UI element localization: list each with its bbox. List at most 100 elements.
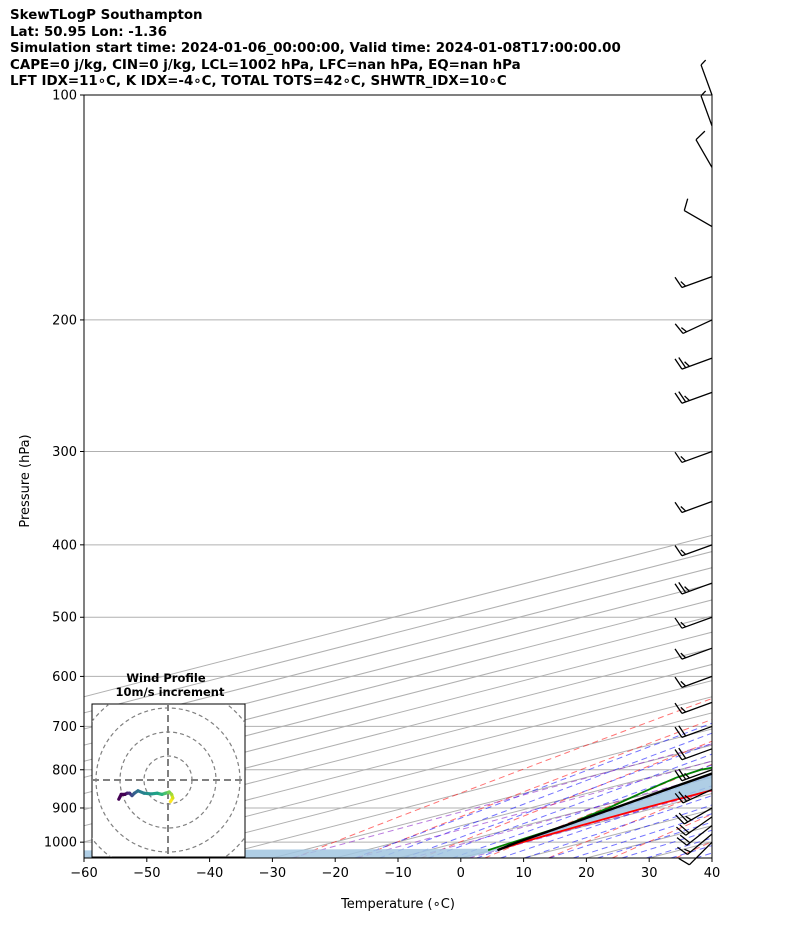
moist-adiabat	[670, 845, 712, 858]
dry-adiabat	[548, 787, 712, 858]
x-tick-label: 10	[515, 866, 532, 881]
y-tick-label: 600	[52, 670, 77, 685]
isotherm-gridline	[272, 744, 712, 858]
mixing-ratio-line	[356, 760, 712, 858]
isotherm-gridline	[460, 792, 712, 858]
mixing-ratio-line	[291, 743, 712, 858]
wind-barb	[676, 825, 713, 846]
title-latlon: Lat: 50.95 Lon: -1.36	[10, 24, 167, 40]
parcel-profile-line	[497, 772, 712, 852]
inset-title: Wind Profile	[126, 671, 206, 685]
wind-barb	[674, 616, 713, 629]
moist-adiabat	[597, 821, 712, 858]
wind-barb	[676, 816, 713, 836]
wind-barb	[674, 725, 713, 738]
x-tick-label: −50	[133, 866, 160, 881]
y-tick-label: 400	[52, 538, 77, 553]
wind-barb	[674, 788, 713, 804]
mixing-ratio-line	[410, 774, 712, 858]
x-tick-label: 40	[704, 866, 721, 881]
isotherm-gridline	[84, 680, 712, 843]
axis-ticks: −60 −50 −40 −30 −20 −10 0 10 20 30 40 100 200 300 400 5…	[44, 89, 720, 882]
isotherm-gridline	[84, 647, 712, 811]
wind-barb	[700, 59, 713, 96]
wind-barb	[674, 450, 713, 464]
moist-adiabat	[379, 732, 712, 858]
dewpoint-profile-line	[487, 766, 712, 852]
wind-barb	[700, 90, 713, 127]
moist-adiabat	[646, 837, 712, 858]
x-tick-label: −40	[196, 866, 223, 881]
y-tick-label: 300	[52, 445, 77, 460]
moist-adiabat	[403, 742, 712, 858]
wind-barb	[675, 807, 713, 825]
moist-adiabat	[720, 95, 794, 858]
dry-adiabat	[421, 740, 712, 858]
isotherm-gridline	[84, 663, 712, 827]
y-tick-label: 100	[52, 89, 77, 104]
isotherm-gridline	[711, 857, 712, 858]
wind-barb	[674, 768, 713, 782]
hodograph	[92, 704, 245, 857]
y-tick-label: 1000	[44, 836, 77, 851]
mixing-ratio-line	[468, 790, 712, 858]
y-tick-label: 800	[52, 763, 77, 778]
x-axis-label: Temperature (∘C)	[340, 897, 455, 912]
isotherm-gridline	[146, 712, 712, 858]
isotherm-gridline	[586, 825, 712, 858]
y-tick-label: 700	[52, 720, 77, 735]
background-lines	[291, 95, 794, 858]
x-tick-label: −30	[259, 866, 286, 881]
temperature-profile-line	[497, 789, 712, 852]
wind-profile-inset: Wind Profile 10m/s increment	[91, 671, 246, 858]
x-tick-label: 20	[578, 866, 595, 881]
wind-barb	[683, 198, 713, 228]
wind-barb	[674, 319, 713, 335]
dry-adiabat	[293, 698, 712, 858]
moist-adiabat	[354, 722, 712, 858]
wind-barb	[695, 130, 713, 168]
x-tick-label: −20	[321, 866, 348, 881]
wind-barb	[674, 701, 713, 714]
x-tick-label: 30	[641, 866, 658, 881]
x-tick-label: −60	[70, 866, 97, 881]
title-indices-lft: LFT IDX=11∘C, K IDX=-4∘C, TOTAL TOTS=42∘…	[10, 74, 507, 90]
y-tick-label: 500	[52, 611, 77, 626]
y-tick-label: 200	[52, 313, 77, 328]
dry-adiabat	[675, 841, 712, 858]
wind-barbs	[674, 59, 713, 866]
hodograph-segment	[117, 795, 122, 801]
dry-adiabat	[357, 718, 712, 858]
title-station: SkewTLogP Southampton	[10, 8, 203, 23]
moist-adiabat	[427, 753, 712, 858]
moist-adiabat	[695, 852, 712, 858]
title-indices-cape: CAPE=0 j/kg, CIN=0 j/kg, LCL=1002 hPa, L…	[10, 57, 521, 73]
isotherm-gridline	[84, 696, 712, 858]
wind-barb	[678, 841, 713, 866]
moist-adiabat	[452, 764, 712, 858]
wind-barb	[674, 275, 713, 289]
wind-barb	[674, 391, 713, 404]
x-tick-label: 0	[457, 866, 465, 881]
dry-adiabat	[611, 813, 712, 858]
moist-adiabat	[476, 774, 712, 858]
wind-barb	[674, 675, 713, 688]
wind-barb	[674, 647, 713, 660]
isotherm-gridline	[649, 841, 712, 858]
wind-barb	[674, 582, 713, 595]
title-times: Simulation start time: 2024-01-06_00:00:…	[10, 41, 621, 57]
inset-subtitle: 10m/s increment	[116, 685, 225, 699]
wind-barb	[674, 747, 713, 761]
wind-barb	[674, 544, 713, 557]
dry-adiabat	[740, 95, 794, 858]
moist-adiabat	[548, 804, 712, 858]
series-lines	[487, 766, 712, 852]
x-tick-label: −10	[384, 866, 411, 881]
isotherm-gridline	[84, 631, 712, 795]
isotherm-gridline	[397, 776, 712, 858]
wind-barb	[674, 500, 713, 514]
wind-barb	[677, 833, 713, 856]
wind-barb	[674, 357, 713, 370]
isotherm-gridline	[84, 615, 712, 778]
